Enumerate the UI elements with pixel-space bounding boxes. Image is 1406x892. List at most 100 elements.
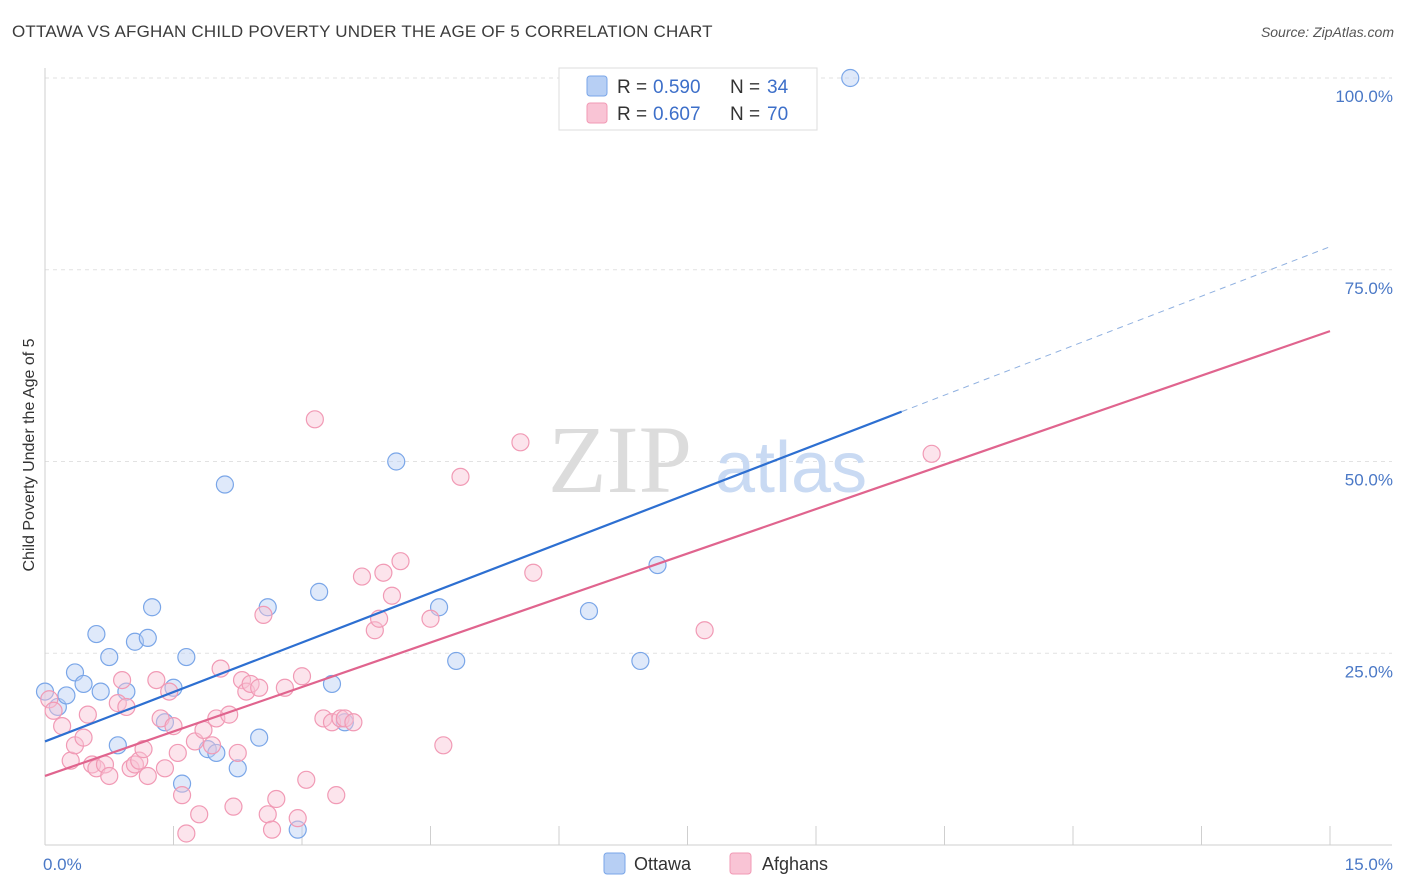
afghans-trend-line <box>44 330 1331 778</box>
afghans-point-39 <box>250 678 269 697</box>
ottawa-point-20 <box>228 759 247 778</box>
tick-labels: 25.0% 50.0% 75.0% 100.0% 0.0% 15.0% <box>43 87 1393 874</box>
afghans-point-21 <box>155 759 175 778</box>
afghans-point-16 <box>130 751 149 770</box>
bottom-legend-swatch-ottawa <box>603 852 626 875</box>
afghans-point-0 <box>40 690 59 709</box>
afghans-point-35 <box>228 743 247 763</box>
afghans-point-12 <box>112 670 132 690</box>
legend: R = 0.590 N = 34 R = 0.607 N = 70 <box>558 67 818 131</box>
afghans-point-10 <box>100 766 119 786</box>
ottawa-point-5 <box>87 624 106 644</box>
afghans-point-65 <box>524 563 543 582</box>
ottawa-trend-extension <box>901 246 1331 413</box>
ottawa-point-16 <box>177 647 196 667</box>
afghans-point-24 <box>168 743 187 763</box>
ottawa-point-12 <box>142 598 162 617</box>
afghans-point-5 <box>74 728 93 747</box>
ottawa-point-30 <box>579 601 599 621</box>
afghans-point-40 <box>254 605 273 625</box>
afghans-point-51 <box>327 786 346 805</box>
y-tick-label-2: 75.0% <box>1345 279 1393 298</box>
ottawa-point-4 <box>74 674 93 694</box>
source-label: Source: ZipAtlas.com <box>1260 24 1394 40</box>
watermark-atlas: atlas <box>715 428 867 508</box>
afghans-point-1 <box>44 701 63 720</box>
afghans-point-48 <box>305 410 324 429</box>
ottawa-point-11 <box>138 628 157 648</box>
afghans-point-55 <box>352 567 372 586</box>
x-tick-label-0: 0.0% <box>43 855 82 874</box>
afghans-point-28 <box>190 805 209 824</box>
afghans-point-41 <box>258 805 277 824</box>
y-tick-label-0: 25.0% <box>1345 662 1393 681</box>
bottom-legend: Ottawa Afghans <box>603 852 828 875</box>
afghans-point-6 <box>78 705 97 724</box>
afghans-point-62 <box>434 736 453 755</box>
legend-n-label-ottawa: N = <box>730 77 760 98</box>
afghans-point-38 <box>241 674 260 694</box>
afghans-point-46 <box>292 667 312 686</box>
axes <box>44 68 1392 846</box>
watermark-zip: ZIP <box>548 406 692 513</box>
afghans-point-25 <box>172 786 192 805</box>
ottawa-point-24 <box>310 582 329 601</box>
trend-lines <box>44 246 1331 778</box>
ottawa-point-6 <box>91 682 110 701</box>
afghans-point-47 <box>297 770 316 789</box>
afghans-point-45 <box>288 809 307 828</box>
legend-r-value-afghans: 0.607 <box>653 104 701 125</box>
ottawa-point-2 <box>57 686 76 705</box>
afghans-point-63 <box>451 467 470 486</box>
afghans-point-26 <box>177 824 196 843</box>
afghans-point-64 <box>511 433 530 452</box>
y-axis-label: Child Poverty Under the Age of 5 <box>21 338 38 571</box>
afghans-point-59 <box>382 586 402 605</box>
ottawa-point-27 <box>387 452 406 471</box>
afghans-point-34 <box>224 797 243 816</box>
bottom-legend-label-afghans: Afghans <box>762 854 828 874</box>
afghans-point-11 <box>108 694 127 713</box>
legend-swatch-ottawa <box>586 75 608 97</box>
afghans-point-36 <box>232 670 252 690</box>
grid-lines <box>45 77 1392 654</box>
bottom-legend-swatch-afghans <box>729 852 752 875</box>
afghans-point-18 <box>138 766 157 786</box>
y-tick-label-3: 100.0% <box>1335 87 1393 106</box>
legend-n-value-afghans: 70 <box>767 104 788 125</box>
afghans-point-54 <box>344 713 363 732</box>
ottawa-point-19 <box>215 475 234 494</box>
ottawa-point-31 <box>631 651 650 671</box>
legend-swatch-afghans <box>586 102 608 124</box>
legend-r-label-afghans: R = <box>617 104 647 125</box>
afghans-point-61 <box>421 609 440 628</box>
legend-n-value-ottawa: 34 <box>767 77 789 98</box>
afghans-points <box>40 410 941 843</box>
afghans-point-53 <box>335 709 354 728</box>
ottawa-point-33 <box>841 68 860 88</box>
legend-r-label-ottawa: R = <box>617 77 647 98</box>
afghans-point-60 <box>391 552 410 571</box>
ottawa-point-7 <box>100 647 119 667</box>
ottawa-point-25 <box>322 674 342 694</box>
ottawa-trend-line <box>44 410 903 743</box>
afghans-point-19 <box>147 670 166 690</box>
legend-n-label-afghans: N = <box>730 104 760 125</box>
afghans-point-66 <box>695 621 714 640</box>
ottawa-point-21 <box>250 728 269 747</box>
afghans-point-42 <box>262 820 282 839</box>
afghans-point-30 <box>202 736 222 755</box>
afghans-point-17 <box>134 740 153 759</box>
watermark: ZIP atlas <box>548 406 867 513</box>
x-tick-label-1: 15.0% <box>1345 855 1393 874</box>
afghans-point-58 <box>374 563 393 582</box>
legend-r-value-ottawa: 0.590 <box>653 77 701 98</box>
chart-title: OTTAWA VS AFGHAN CHILD POVERTY UNDER THE… <box>12 22 713 41</box>
afghans-point-56 <box>365 621 384 640</box>
afghans-point-43 <box>267 789 286 809</box>
afghans-point-67 <box>922 444 941 463</box>
y-tick-label-1: 50.0% <box>1345 471 1393 490</box>
ottawa-point-29 <box>447 651 466 671</box>
bottom-legend-label-ottawa: Ottawa <box>634 854 692 874</box>
